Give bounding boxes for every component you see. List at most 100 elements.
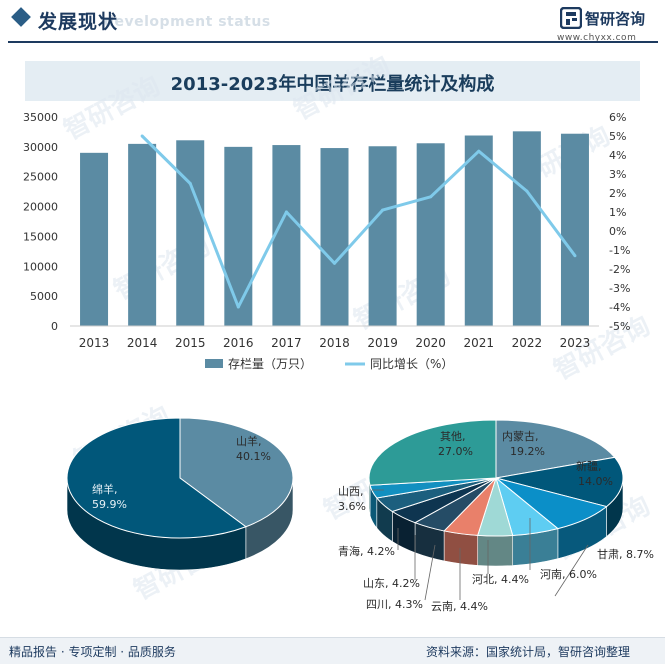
header-subtitle-watermark: development status xyxy=(104,14,271,30)
pie-label-name: 山西, xyxy=(338,485,364,498)
footer-slogan: 精品报告 · 专项定制 · 品质服务 xyxy=(9,645,176,659)
x-tick-label: 2022 xyxy=(512,336,543,350)
x-tick-label: 2015 xyxy=(175,336,206,350)
page-title: 发展现状 xyxy=(38,11,119,33)
leader-line xyxy=(424,544,436,601)
pie-label: 四川, 4.3% xyxy=(366,598,423,611)
bar xyxy=(416,143,445,326)
growth-point xyxy=(140,134,144,138)
y-right-tick-label: -4% xyxy=(609,301,630,314)
growth-point xyxy=(236,305,240,309)
footer-bar: 精品报告 · 专项定制 · 品质服务 资料来源：国家统计局，智研咨询整理 xyxy=(0,637,665,664)
pie-label-value: 27.0% xyxy=(438,445,473,458)
pie-label-value: 3.6% xyxy=(338,500,366,513)
growth-point xyxy=(573,254,577,258)
pie-label-name: 内蒙古, xyxy=(502,429,539,443)
y-left-tick-label: 20000 xyxy=(23,201,58,214)
pie-label-value: 19.2% xyxy=(510,445,545,458)
bar xyxy=(128,143,157,326)
y-left-tick-label: 15000 xyxy=(23,230,58,243)
x-tick-label: 2014 xyxy=(127,336,158,350)
pie-chart-species: 山羊, 40.1% 绵羊, 59.9% xyxy=(66,417,294,571)
chart-title: 2013-2023年中国羊存栏量统计及构成 xyxy=(170,74,495,95)
pie-side-wall xyxy=(477,535,514,567)
header-divider xyxy=(8,41,658,43)
bar xyxy=(224,146,253,326)
y-right-tick-label: 1% xyxy=(609,206,626,219)
pie-label-value: 14.0% xyxy=(578,475,613,488)
pie-slice xyxy=(495,419,616,479)
y-right-tick-label: -5% xyxy=(609,320,630,333)
watermark-text: 智研咨询 xyxy=(289,50,395,126)
growth-point xyxy=(381,208,385,212)
legend-bar-label: 存栏量（万只） xyxy=(228,356,312,371)
growth-line xyxy=(141,134,577,309)
brand-logo-icon xyxy=(560,7,582,29)
growth-point xyxy=(333,261,336,265)
x-tick-label: 2023 xyxy=(560,336,591,350)
pie-label-value: 40.1% xyxy=(236,450,271,463)
growth-point xyxy=(525,189,529,193)
bar xyxy=(272,145,301,326)
bar xyxy=(176,140,205,326)
y-right-tick-label: 4% xyxy=(609,149,626,162)
bar xyxy=(464,135,493,326)
pie-chart-regions: 内蒙古, 19.2% 新疆, 14.0% 其他, 27.0% 甘肃, 8.7%河南, 6.0… xyxy=(338,419,654,613)
bar xyxy=(320,148,349,326)
leader-line xyxy=(554,544,589,597)
chart-title-bar: 2013-2023年中国羊存栏量统计及构成 xyxy=(25,61,640,101)
pie-label-name: 绵羊, xyxy=(92,482,118,496)
bar xyxy=(368,146,397,326)
pie-slice xyxy=(179,417,294,528)
bar xyxy=(512,131,541,326)
y-right-tick-label: -3% xyxy=(609,282,630,295)
brand-url: www.chyxx.com xyxy=(557,33,637,43)
y-left-tick-label: 25000 xyxy=(23,171,58,184)
y-right-tick-label: 3% xyxy=(609,168,626,181)
y-right-tick-label: 5% xyxy=(609,130,626,143)
legend-line-label: 同比增长（%） xyxy=(370,357,453,371)
pie-label: 河南, 6.0% xyxy=(540,568,597,581)
x-tick-label: 2017 xyxy=(271,336,302,350)
pie-label: 青海, 4.2% xyxy=(338,544,395,558)
bar-line-chart: 0 5000 10000 15000 20000 25000 30000 35000 -5% -4… xyxy=(23,111,630,371)
y-right-tick-label: 0% xyxy=(609,225,626,238)
x-tick-label: 2019 xyxy=(367,336,398,350)
y-right-tick-label: 6% xyxy=(609,111,626,124)
pie-label-name: 山羊, xyxy=(236,434,262,448)
y-right-tick-label: -1% xyxy=(609,244,630,257)
y-left-tick-label: 35000 xyxy=(23,111,58,124)
footer-source: 资料来源：国家统计局，智研咨询整理 xyxy=(426,645,631,659)
pie-label: 山东, 4.2% xyxy=(363,577,420,590)
pie-label: 云南, 4.4% xyxy=(431,600,488,613)
pie-label: 甘肃, 8.7% xyxy=(597,548,654,561)
y-left-tick-label: 10000 xyxy=(23,260,58,273)
pie-label-name: 其他, xyxy=(440,430,466,443)
x-tick-label: 2021 xyxy=(463,336,494,350)
pie-slice xyxy=(66,417,247,539)
bar xyxy=(80,152,109,326)
pie-label-value: 59.9% xyxy=(92,498,127,511)
y-right-tick-label: -2% xyxy=(609,263,630,276)
growth-point xyxy=(477,149,481,153)
watermark-text: 智研咨询 xyxy=(59,70,165,146)
x-tick-label: 2013 xyxy=(79,336,110,350)
pie-label-name: 新疆, xyxy=(576,459,602,473)
growth-point xyxy=(284,210,288,214)
brand-name: 智研咨询 xyxy=(585,10,646,28)
growth-point xyxy=(188,182,192,185)
x-tick-label: 2016 xyxy=(223,336,254,350)
bar xyxy=(560,133,589,326)
pie-slice xyxy=(368,419,497,486)
pie-side-wall xyxy=(443,530,479,566)
y-left-tick-label: 0 xyxy=(51,320,58,333)
growth-point xyxy=(429,195,433,199)
y-left-tick-label: 30000 xyxy=(23,141,58,154)
pie-label: 河北, 4.4% xyxy=(472,573,529,586)
legend-bar-swatch xyxy=(205,359,223,368)
x-tick-label: 2018 xyxy=(319,336,350,350)
y-right-tick-label: 2% xyxy=(609,187,626,200)
y-left-tick-label: 5000 xyxy=(30,290,58,303)
pie-slice xyxy=(495,456,624,508)
